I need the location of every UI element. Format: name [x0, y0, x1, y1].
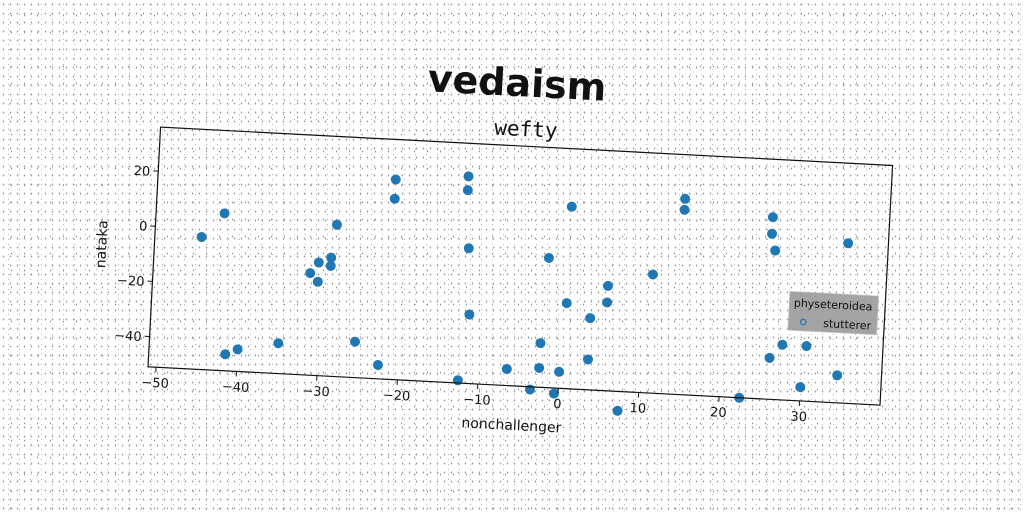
y-axis-label: nataka [93, 220, 111, 269]
x-tick-label: 30 [790, 409, 807, 425]
data-point [464, 309, 475, 320]
data-point [452, 375, 463, 386]
data-point [534, 362, 545, 373]
x-tick-label: −20 [382, 388, 410, 404]
data-point [196, 231, 207, 242]
data-point [680, 193, 691, 204]
legend-box [787, 290, 880, 336]
data-point [273, 338, 284, 349]
data-point [561, 298, 572, 309]
y-axis: −40 −20 0 20 [114, 164, 159, 345]
x-tick-label: −10 [463, 392, 491, 408]
data-point [795, 382, 806, 393]
y-tick-label: 20 [133, 164, 150, 180]
data-point [679, 204, 690, 215]
data-point [535, 338, 546, 349]
legend: physeteroidea stutterer [787, 290, 880, 336]
data-point [566, 201, 577, 212]
x-tick-label: 0 [553, 397, 562, 412]
data-point [543, 252, 554, 263]
x-tick-label: 20 [710, 405, 727, 421]
data-point [372, 360, 383, 371]
data-point [548, 388, 559, 399]
data-point [463, 243, 474, 254]
y-tick-label: −40 [114, 329, 142, 345]
data-point [313, 257, 324, 268]
x-axis-label: nonchallenger [461, 415, 562, 436]
legend-marker [799, 318, 807, 326]
data-point [602, 280, 613, 291]
data-point [219, 208, 230, 219]
data-point [349, 336, 360, 347]
data-point [326, 252, 337, 263]
scatter-points [196, 171, 854, 416]
data-point [767, 228, 778, 239]
data-point [390, 174, 401, 185]
data-point [764, 352, 775, 363]
y-tick-label: 0 [139, 219, 148, 234]
data-point [582, 354, 593, 365]
data-point [777, 339, 788, 350]
x-tick-label: −40 [222, 380, 250, 396]
data-point [602, 297, 613, 308]
data-point [389, 193, 400, 204]
data-point [554, 366, 565, 377]
data-point [612, 405, 623, 416]
legend-title: physeteroidea [794, 297, 873, 314]
data-point [232, 344, 243, 355]
legend-entry-label: stutterer [823, 317, 872, 333]
data-point [770, 245, 781, 256]
data-point [524, 384, 535, 395]
x-tick-label: 10 [629, 401, 646, 417]
data-point [767, 212, 778, 223]
plot-area: wefty −50 −40 −30 −20 −10 0 10 20 30 −40 −20 0 20 n… [93, 116, 894, 436]
chart-suptitle: vedaism [427, 56, 608, 109]
data-point [647, 269, 658, 280]
data-point [832, 370, 843, 381]
data-point [463, 171, 474, 182]
data-point [585, 313, 596, 324]
x-tick-label: −50 [141, 375, 169, 391]
chart-title: wefty [494, 116, 558, 143]
data-point [312, 276, 323, 287]
plot-frame [147, 126, 894, 406]
data-point [843, 238, 854, 249]
data-point [801, 341, 812, 352]
y-tick-label: −20 [117, 274, 145, 290]
data-point [325, 260, 336, 271]
data-point [305, 268, 316, 279]
data-point [462, 185, 473, 196]
x-axis: −50 −40 −30 −20 −10 0 10 20 30 [141, 367, 807, 425]
data-point [501, 364, 512, 375]
data-point [220, 349, 231, 360]
x-tick-label: −30 [302, 384, 330, 400]
data-point [331, 219, 342, 230]
